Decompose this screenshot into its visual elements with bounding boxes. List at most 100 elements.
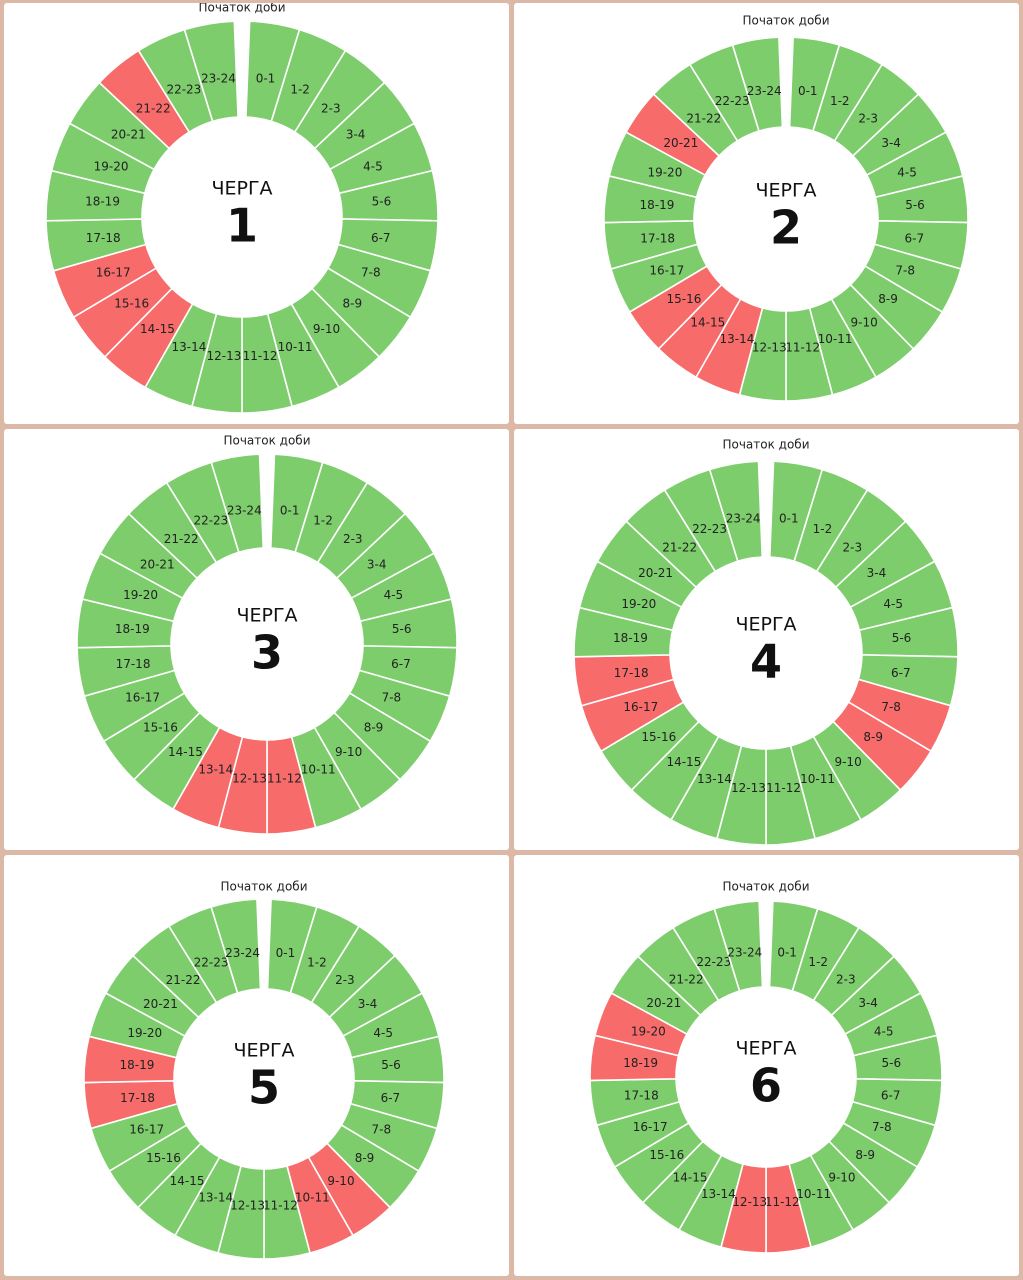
hour-label-16-17: 16-17 [649,263,684,277]
hour-label-17-18: 17-18 [116,657,151,671]
hour-label-7-8: 7-8 [872,1120,892,1134]
hour-label-12-13: 12-13 [732,1195,767,1209]
queue-title: ЧЕРГА [236,605,297,627]
hour-label-21-22: 21-22 [669,972,704,986]
hour-label-9-10: 9-10 [834,755,861,769]
hour-label-18-19: 18-19 [613,631,648,645]
hour-label-20-21: 20-21 [663,136,698,150]
hour-segment-23-24-on [713,900,764,992]
hour-label-12-13: 12-13 [731,781,766,795]
day-start-label: Початок доби [722,880,809,894]
queue-donut-chart: 0-11-22-33-44-55-66-77-88-99-1010-1111-1… [589,880,943,1254]
hour-label-20-21: 20-21 [638,566,673,580]
hour-label-11-12: 11-12 [243,349,278,363]
hour-label-18-19: 18-19 [640,198,675,212]
hour-label-9-10: 9-10 [335,745,362,759]
hour-label-3-4: 3-4 [358,997,378,1011]
hour-label-7-8: 7-8 [895,263,915,277]
hour-label-1-2: 1-2 [808,955,828,969]
hour-label-19-20: 19-20 [94,159,129,173]
hour-label-21-22: 21-22 [166,973,201,987]
hour-label-2-3: 2-3 [343,532,363,546]
hour-label-8-9: 8-9 [855,1148,875,1162]
hour-label-3-4: 3-4 [858,996,878,1010]
hour-label-6-7: 6-7 [905,231,925,245]
hour-label-20-21: 20-21 [140,558,175,572]
hour-label-9-10: 9-10 [327,1174,354,1188]
hour-label-12-13: 12-13 [230,1199,265,1213]
day-start-label: Початок доби [223,434,310,448]
hour-label-13-14: 13-14 [719,332,754,346]
hour-label-10-11: 10-11 [278,340,313,354]
hour-label-8-9: 8-9 [343,297,363,311]
hour-label-22-23: 22-23 [692,522,727,536]
hour-label-18-19: 18-19 [115,622,150,636]
hour-label-15-16: 15-16 [649,1148,684,1162]
hour-label-5-6: 5-6 [892,631,912,645]
hour-label-11-12: 11-12 [765,1195,800,1209]
hour-label-6-7: 6-7 [391,657,411,671]
hour-label-10-11: 10-11 [295,1190,330,1204]
hour-label-7-8: 7-8 [361,266,381,280]
queue-donut-chart: 0-11-22-33-44-55-66-77-88-99-1010-1111-1… [45,3,439,414]
hour-label-20-21: 20-21 [646,996,681,1010]
hour-label-14-15: 14-15 [666,755,701,769]
hour-label-20-21: 20-21 [143,997,178,1011]
hour-label-8-9: 8-9 [355,1151,375,1165]
hour-label-17-18: 17-18 [624,1089,659,1103]
hour-segment-23-24-on [210,898,262,994]
hour-label-0-1: 0-1 [777,946,797,960]
hour-label-0-1: 0-1 [276,946,296,960]
hour-label-15-16: 15-16 [143,721,178,735]
hour-label-16-17: 16-17 [623,700,658,714]
hour-label-5-6: 5-6 [905,198,925,212]
hour-label-3-4: 3-4 [881,136,901,150]
hour-label-11-12: 11-12 [263,1199,298,1213]
queue-panel-3: 0-1 1-2 2-3 3-4 4-5 5-6 6-7 7-8 8-9 9-10 10-11 11-1… [4,429,509,850]
hour-label-14-15: 14-15 [170,1174,205,1188]
queue-number: 1 [226,199,258,253]
hour-label-15-16: 15-16 [666,292,701,306]
hour-label-2-3: 2-3 [836,972,856,986]
queue-title: ЧЕРГА [755,180,816,202]
hour-label-18-19: 18-19 [85,195,120,209]
hour-label-16-17: 16-17 [633,1120,668,1134]
hour-label-16-17: 16-17 [125,691,160,705]
hour-label-1-2: 1-2 [290,82,310,96]
hour-label-12-13: 12-13 [206,349,241,363]
queue-title: ЧЕРГА [211,178,272,200]
hour-label-19-20: 19-20 [127,1026,162,1040]
hour-label-13-14: 13-14 [172,340,207,354]
queue-donut-chart: 0-11-22-33-44-55-66-77-88-99-1010-1111-1… [76,434,458,835]
hour-label-11-12: 11-12 [766,781,801,795]
hour-label-18-19: 18-19 [623,1056,658,1070]
hour-label-4-5: 4-5 [874,1025,894,1039]
hour-label-11-12: 11-12 [785,341,820,355]
hour-label-2-3: 2-3 [321,101,341,115]
day-start-label: Початок доби [220,880,307,894]
hour-label-2-3: 2-3 [858,112,878,126]
hour-label-17-18: 17-18 [640,231,675,245]
queue-panel-4: 0-1 1-2 2-3 3-4 4-5 5-6 6-7 7-8 8-9 9-10 10-11 11-1… [514,429,1019,850]
hour-label-1-2: 1-2 [313,514,333,528]
hour-label-9-10: 9-10 [313,322,340,336]
queue-number: 3 [251,626,283,680]
hour-label-10-11: 10-11 [301,762,336,776]
hour-label-8-9: 8-9 [863,730,883,744]
hour-label-4-5: 4-5 [883,597,903,611]
hour-label-21-22: 21-22 [164,532,199,546]
hour-segment-23-24-on [210,453,265,554]
hour-label-23-24: 23-24 [201,72,236,86]
hour-label-6-7: 6-7 [891,666,911,680]
hour-label-18-19: 18-19 [120,1058,155,1072]
hour-label-1-2: 1-2 [307,956,327,970]
hour-label-15-16: 15-16 [146,1151,181,1165]
queue-title: ЧЕРГА [735,1038,796,1060]
hour-label-21-22: 21-22 [662,540,697,554]
hour-label-23-24: 23-24 [225,946,260,960]
hour-label-7-8: 7-8 [382,691,402,705]
hour-label-11-12: 11-12 [267,771,302,785]
hour-label-22-23: 22-23 [715,94,750,108]
hour-label-17-18: 17-18 [86,231,121,245]
hour-label-5-6: 5-6 [882,1056,902,1070]
